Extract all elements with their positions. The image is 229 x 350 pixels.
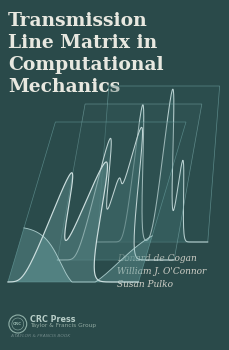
Text: Susan Pulko: Susan Pulko — [116, 280, 172, 289]
Text: Donard de Cogan: Donard de Cogan — [116, 254, 196, 263]
Text: Computational: Computational — [8, 56, 163, 74]
Text: Taylor & Francis Group: Taylor & Francis Group — [30, 323, 95, 329]
Text: A TAYLOR & FRANCIS BOOK: A TAYLOR & FRANCIS BOOK — [10, 334, 70, 338]
Polygon shape — [8, 122, 185, 282]
Text: CRC Press: CRC Press — [30, 315, 75, 323]
Text: Transmission: Transmission — [8, 12, 147, 30]
Polygon shape — [8, 228, 152, 282]
Text: Mechanics: Mechanics — [8, 78, 120, 96]
Polygon shape — [97, 89, 207, 242]
Text: William J. O'Connor: William J. O'Connor — [116, 267, 205, 276]
Polygon shape — [57, 127, 173, 260]
Text: CRC: CRC — [13, 322, 22, 326]
Polygon shape — [8, 162, 138, 282]
Polygon shape — [97, 86, 219, 242]
Polygon shape — [57, 104, 201, 260]
Text: Line Matrix in: Line Matrix in — [8, 34, 156, 52]
